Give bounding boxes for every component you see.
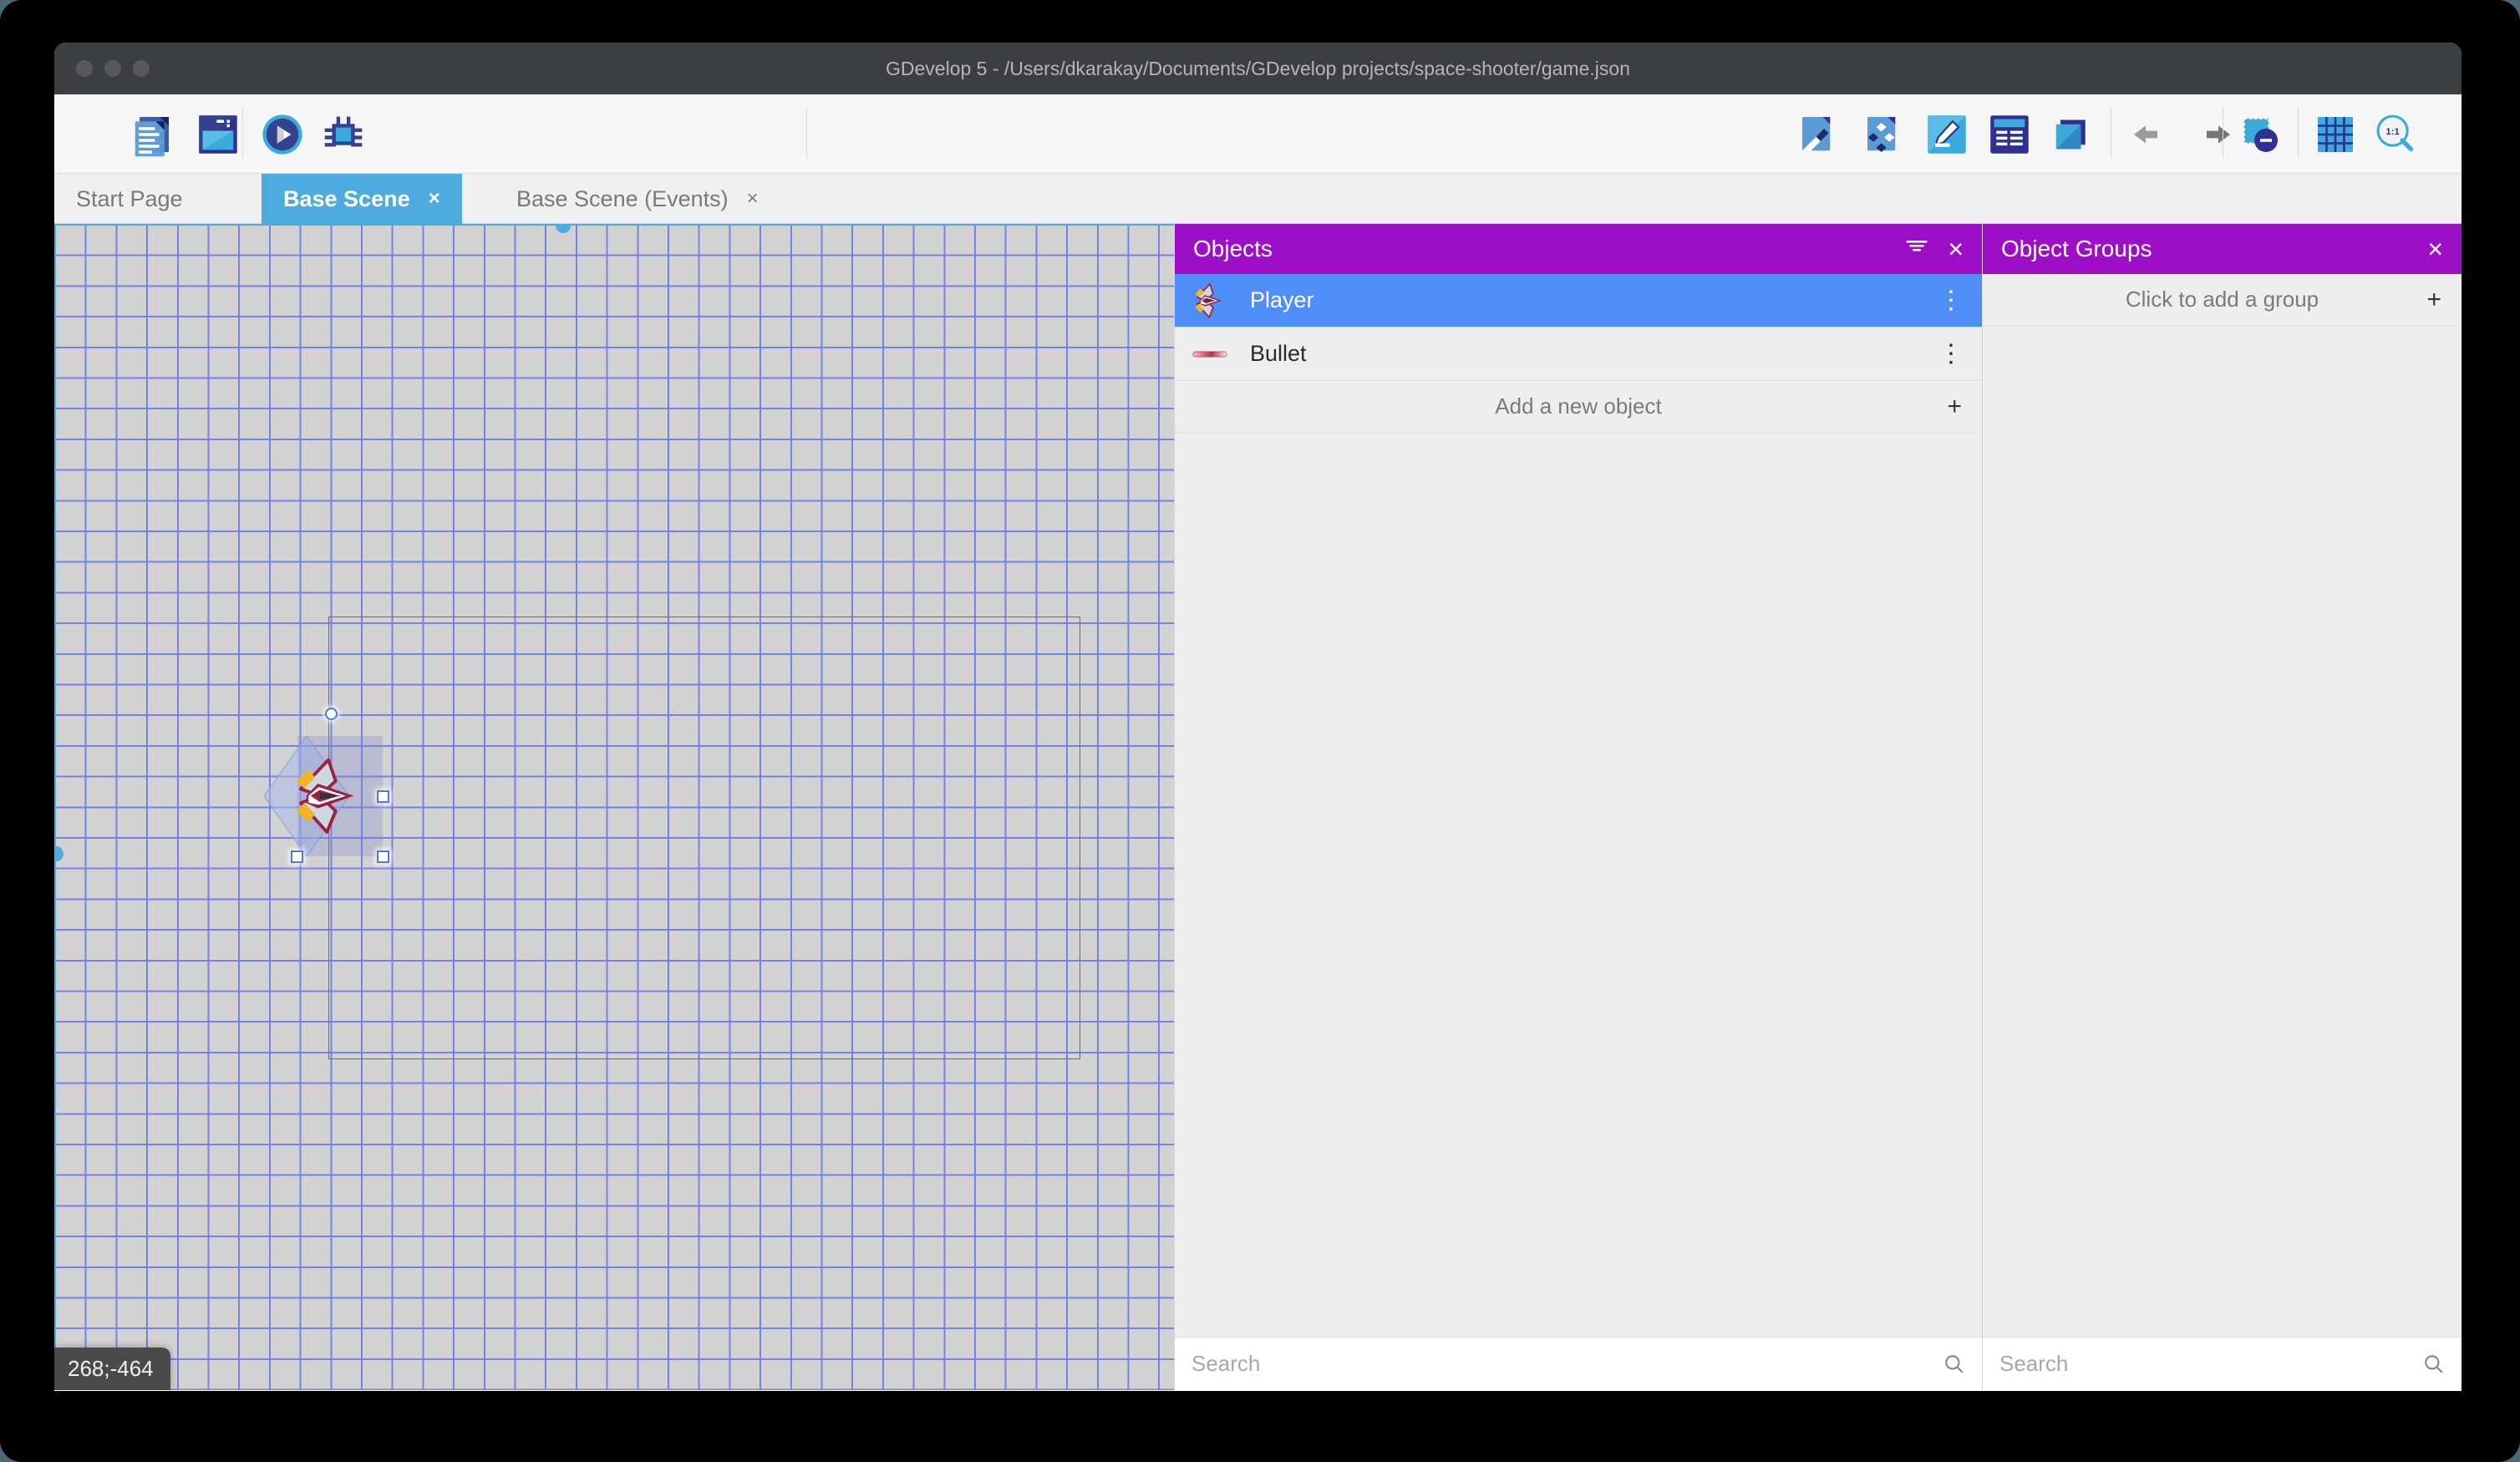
svg-text:1:1: 1:1 — [2385, 127, 2399, 137]
